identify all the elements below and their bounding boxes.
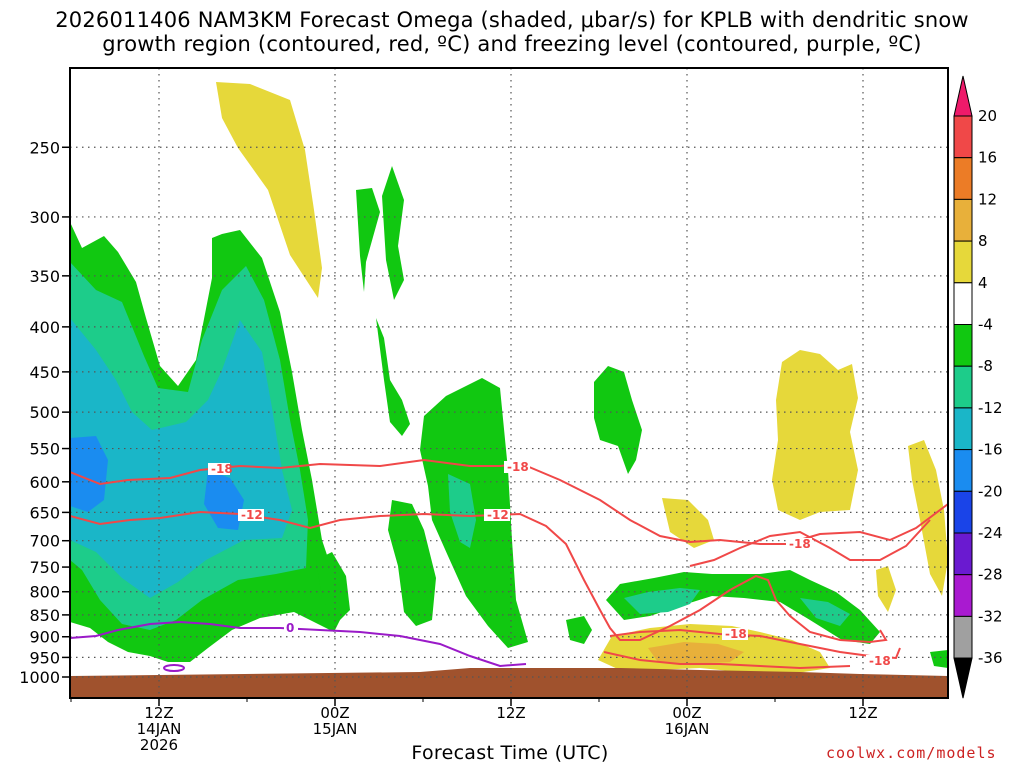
colorbar-label: -4 xyxy=(978,316,993,334)
contour-label: -18 xyxy=(789,537,811,551)
x-tick-label: 00Z xyxy=(672,704,701,722)
omega-region-rising-8-low xyxy=(648,642,744,664)
colorbar-label: 20 xyxy=(978,107,997,125)
y-tick-label: 650 xyxy=(29,503,60,522)
omega-region-rising-4-upper xyxy=(216,82,322,298)
omega-region-rising-4-right-upper xyxy=(772,350,858,520)
contour-label: -12 xyxy=(487,508,509,522)
colorbar-arrow-top xyxy=(953,75,973,117)
contour-labels: -18 -12 -18 -12 -18 -18 -18 0 xyxy=(208,460,892,668)
omega-region-sinking-8-low-band-b xyxy=(800,598,850,626)
colorbar-swatch xyxy=(953,490,973,534)
plot-frame xyxy=(69,67,949,699)
omega-region-rising-4-low-right xyxy=(876,566,896,612)
omega-region-sinking-4-blob xyxy=(566,616,592,644)
terrain xyxy=(70,668,948,698)
contour-label: -18 xyxy=(725,627,747,641)
contour-dendritic-right xyxy=(689,519,931,567)
colorbar-label: -24 xyxy=(978,524,1003,542)
contour-label: -18 xyxy=(507,460,529,474)
y-tick-label: 550 xyxy=(29,440,60,459)
omega-region-sinking-4-column-3 xyxy=(376,318,410,436)
y-tick-label: 900 xyxy=(29,628,60,647)
colorbar-label: -32 xyxy=(978,607,1003,625)
contour-dendritic-lower-2 xyxy=(603,651,851,670)
colorbar-label: 16 xyxy=(978,149,997,167)
x-tick-label: 14JAN xyxy=(137,720,182,738)
x-tick-label: 12Z xyxy=(144,704,173,722)
chart-title-line-2: growth region (contoured, red, ºC) and f… xyxy=(102,32,922,56)
colorbar-swatch xyxy=(953,407,973,451)
colorbar-swatch xyxy=(953,282,973,325)
omega-region-sinking-4-lowblock xyxy=(388,500,436,626)
omega-region-sinking-4-mid xyxy=(594,366,642,474)
omega-region-sinking-4-low-band xyxy=(606,570,880,644)
colorbar-swatch xyxy=(953,365,973,409)
y-tick-label: 750 xyxy=(29,558,60,577)
y-tick-label: 400 xyxy=(29,318,60,337)
x-tick-label: 16JAN xyxy=(665,720,710,738)
y-tick-label: 850 xyxy=(29,606,60,625)
colorbar-swatch xyxy=(953,615,973,659)
colorbar-label: -28 xyxy=(978,566,1003,584)
y-tick-label: 300 xyxy=(29,208,60,227)
omega-region-rising-4-mid-right xyxy=(662,498,714,548)
x-tick-label: 2026 xyxy=(140,736,178,754)
contour-freezing-level xyxy=(70,620,527,668)
colorbar-arrow-bottom xyxy=(953,657,973,699)
colorbar-swatch xyxy=(953,198,973,242)
contour-label-freezing: 0 xyxy=(286,621,294,635)
colorbar-label: -20 xyxy=(978,482,1003,500)
y-axis: 250 300 350 400 450 500 550 600 650 700 750 800 850 9… xyxy=(19,138,70,687)
colorbar-label: -12 xyxy=(978,399,1003,417)
colorbar-label: -36 xyxy=(978,649,1003,667)
colorbar-swatch xyxy=(953,574,973,617)
y-tick-label: 250 xyxy=(29,138,60,157)
contour-freezing-level-spot xyxy=(163,664,185,672)
y-tick-label: 800 xyxy=(29,583,60,602)
colorbar: 20 16 12 8 4 -4 -8 -12 -16 -20 -24 -28 -32 -36 xyxy=(953,75,1003,699)
omega-region-sinking-4-column-2 xyxy=(382,166,404,300)
colorbar-swatch xyxy=(953,157,973,200)
colorbar-label: 12 xyxy=(978,190,997,208)
y-tick-label: 700 xyxy=(29,532,60,551)
colorbar-label: 8 xyxy=(978,232,988,250)
colorbar-label: 4 xyxy=(978,274,988,292)
contour-label: -18 xyxy=(211,462,233,476)
grid xyxy=(70,68,948,698)
y-tick-label: 600 xyxy=(29,473,60,492)
x-axis-title: Forecast Time (UTC) xyxy=(411,742,609,764)
x-tick-label: 15JAN xyxy=(313,720,358,738)
colorbar-label: -8 xyxy=(978,357,993,375)
contour-dendritic-upper xyxy=(70,458,948,545)
colorbar-swatch xyxy=(953,115,973,159)
y-tick-label: 450 xyxy=(29,363,60,382)
omega-region-sinking-16-b xyxy=(204,470,244,530)
y-tick-label: 350 xyxy=(29,267,60,286)
chart-title-line-1: 2026011406 NAM3KM Forecast Omega (shaded… xyxy=(55,8,969,32)
omega-region-sinking-8-plume xyxy=(448,474,476,548)
omega-region-sinking-4-edge xyxy=(930,650,948,668)
x-tick-label: 12Z xyxy=(496,704,525,722)
omega-region-sinking-16-a xyxy=(70,436,108,512)
colorbar-swatch xyxy=(953,240,973,284)
y-tick-label: 1000 xyxy=(19,668,60,687)
colorbar-swatch xyxy=(953,449,973,492)
x-tick-label: 00Z xyxy=(320,704,349,722)
colorbar-swatch xyxy=(953,324,973,367)
colorbar-label: -16 xyxy=(978,441,1003,459)
omega-region-sinking-4-column-1 xyxy=(356,188,380,292)
omega-region-sinking-4-left-low xyxy=(316,552,350,624)
y-tick-label: 500 xyxy=(29,403,60,422)
credit-text: coolwx.com/models xyxy=(826,744,997,762)
omega-region-sinking-8-low-band xyxy=(624,588,700,614)
omega-shading xyxy=(70,82,948,698)
contour-label: -18 xyxy=(869,654,891,668)
y-tick-label: 950 xyxy=(29,648,60,667)
x-tick-label: 12Z xyxy=(848,704,877,722)
colorbar-swatch xyxy=(953,532,973,576)
contour-label: -12 xyxy=(241,508,263,522)
